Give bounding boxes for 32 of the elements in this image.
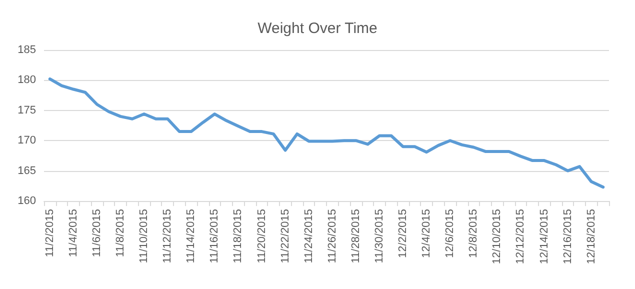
y-tick-label: 180 xyxy=(18,74,36,86)
x-tick-label: 11/6/2015 xyxy=(90,209,103,258)
x-tick-label: 12/14/2015 xyxy=(538,209,550,264)
y-tick-label: 165 xyxy=(18,164,36,177)
y-tick-label: 160 xyxy=(18,195,36,207)
x-tick-label: 12/6/2015 xyxy=(444,209,456,258)
y-tick-label: 175 xyxy=(18,104,36,116)
x-tick-label: 12/18/2015 xyxy=(585,209,598,264)
x-tick-label: 11/18/2015 xyxy=(232,209,244,264)
x-tick-label: 11/16/2015 xyxy=(208,209,221,264)
x-tick-label: 11/14/2015 xyxy=(185,209,198,264)
x-tick-label: 11/22/2015 xyxy=(279,209,292,264)
x-tick-label: 12/16/2015 xyxy=(562,209,574,264)
x-tick-label: 12/8/2015 xyxy=(468,209,480,258)
x-tick-label: 11/2/2015 xyxy=(44,209,56,258)
line-series xyxy=(48,77,605,189)
x-tick-label: 11/28/2015 xyxy=(350,209,362,264)
y-tick-label: 185 xyxy=(18,44,36,56)
x-tick-label: 12/10/2015 xyxy=(491,209,504,264)
x-tick-label: 12/12/2015 xyxy=(514,209,527,264)
x-tick-label: 12/2/2015 xyxy=(397,209,410,258)
x-tick-label: 11/30/2015 xyxy=(373,209,386,264)
x-tick-label: 12/4/2015 xyxy=(420,209,433,258)
chart-title: Weight Over Time xyxy=(258,20,378,37)
x-tick-label: 11/24/2015 xyxy=(302,209,315,264)
x-tick-label: 11/26/2015 xyxy=(326,209,338,264)
x-tick-label: 11/12/2015 xyxy=(162,209,174,264)
x-tick-label: 11/20/2015 xyxy=(256,209,268,264)
x-tick-label: 11/4/2015 xyxy=(67,209,80,258)
x-tick-label: 11/8/2015 xyxy=(114,209,127,258)
y-tick-label: 170 xyxy=(18,134,36,147)
x-tick-label: 11/10/2015 xyxy=(138,209,150,264)
